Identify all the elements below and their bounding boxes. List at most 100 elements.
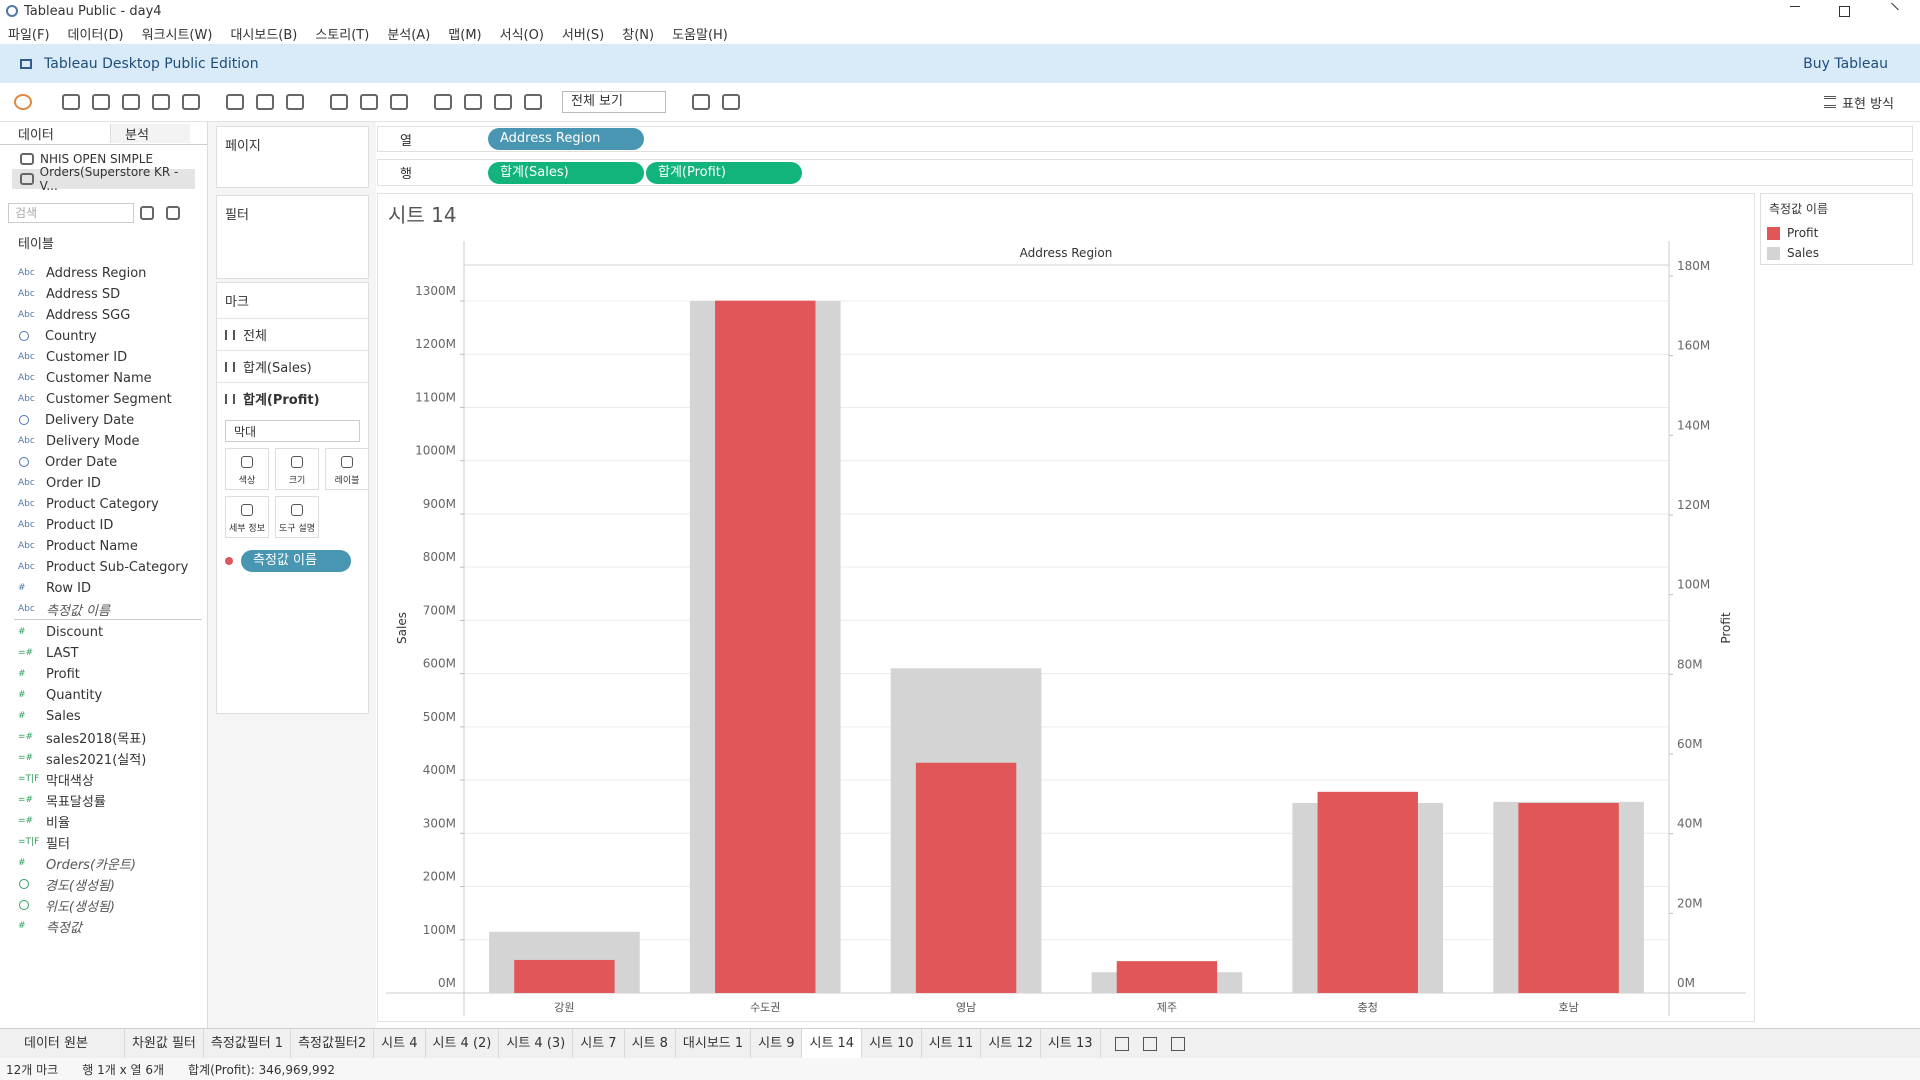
field[interactable]: Order Date [18,452,117,472]
menu-item[interactable]: 파일(F) [8,27,50,43]
field[interactable]: Abc Product Category [18,494,159,514]
field[interactable]: =# 목표달성률 [18,790,106,810]
sheet-tab[interactable]: 시트 9 [751,1029,803,1058]
search-box[interactable]: 검색 [8,203,134,223]
field[interactable]: # Row ID [18,578,91,598]
duplicate[interactable] [256,94,274,110]
legend-entry[interactable]: Sales [1761,243,1912,263]
field[interactable]: =T|F 막대색상 [18,769,94,789]
sheet-tab[interactable]: 시트 14 [802,1029,863,1058]
field[interactable]: Abc Customer ID [18,347,127,367]
new-datasource[interactable] [182,94,200,110]
sheet-tab[interactable]: 데이터 원본 [0,1029,125,1058]
field[interactable]: =T|F 필터 [18,832,70,852]
fit-dropdown[interactable]: 전체 보기 [562,91,666,113]
row-pill[interactable]: 합계(Profit) [646,161,802,184]
field[interactable]: # Orders(카운트) [18,853,136,873]
marks-layer[interactable]: 합계(Sales) [217,350,368,382]
field[interactable]: Abc Product Name [18,536,138,556]
field[interactable]: Abc Product Sub-Category [18,557,188,577]
save[interactable] [152,94,170,110]
field[interactable]: # 측정값 [18,916,82,936]
field[interactable]: Abc Address SD [18,284,120,304]
field[interactable]: # Sales [18,706,81,726]
sheet-tab[interactable]: 시트 10 [862,1029,922,1058]
sheet-tab[interactable]: 시트 4 [374,1029,426,1058]
field[interactable]: =# LAST [18,643,79,663]
field[interactable]: # Profit [18,664,80,684]
field[interactable]: 위도(생성됨) [18,895,115,915]
sheet-tab[interactable]: 시트 11 [922,1029,982,1058]
sheet-tab[interactable]: 시트 4 (2) [426,1029,500,1058]
field[interactable]: Abc Delivery Mode [18,431,140,451]
window-controls[interactable] [1770,2,1920,17]
menu-item[interactable]: 도움말(H) [672,27,728,43]
field[interactable]: Abc Customer Name [18,368,152,388]
sheet-tab[interactable]: 시트 7 [573,1029,625,1058]
sheet-tab[interactable]: 대시보드 1 [676,1029,752,1058]
new-dashboard-tab[interactable] [1142,1036,1157,1051]
field[interactable]: Abc Customer Segment [18,389,172,409]
field[interactable]: Abc Product ID [18,515,113,535]
close[interactable] [1891,2,1900,10]
datasource[interactable]: Orders(Superstore KR - V... [12,165,195,193]
clear[interactable] [286,94,304,110]
mark-button[interactable]: 레이블 [325,448,369,490]
buy-link[interactable]: Buy Tableau [1803,55,1888,72]
marks-layer[interactable]: 전체 [217,318,368,350]
sheet-tab[interactable]: 측정값필터2 [291,1029,375,1058]
data-tab[interactable]: 데이터 [18,127,54,143]
new-story-tab[interactable] [1170,1036,1185,1051]
field[interactable]: Abc Order ID [18,473,101,493]
analysis-tab[interactable]: 분석 [110,123,190,143]
menu-item[interactable]: 맵(M) [448,27,482,43]
sort-asc[interactable] [360,94,378,110]
menu-item[interactable]: 서버(S) [561,27,605,43]
sheet-tab[interactable]: 시트 8 [625,1029,676,1058]
group[interactable] [464,94,482,110]
legend-entry[interactable]: Profit [1761,223,1912,243]
mark-button[interactable]: 세부 정보 [225,496,269,538]
field[interactable]: 경도(생성됨) [18,874,115,894]
new-sheet[interactable] [226,94,244,110]
labels[interactable] [494,94,512,110]
highlight[interactable] [434,94,452,110]
menu-item[interactable]: 분석(A) [387,27,431,43]
mark-button[interactable]: 도구 설명 [275,496,319,538]
menu-item[interactable]: 대시보드(B) [230,27,298,43]
sheet-tab[interactable]: 시트 4 (3) [499,1029,574,1058]
field[interactable]: =# 비율 [18,811,70,831]
sheet-tab[interactable]: 시트 13 [1041,1029,1101,1058]
field[interactable]: =# sales2021(실적) [18,748,146,768]
field[interactable]: # Discount [18,622,103,642]
menu-item[interactable]: 창(N) [622,27,655,43]
mark-button[interactable]: 크기 [275,448,319,490]
replay[interactable] [122,94,140,110]
view-icon[interactable] [166,206,180,220]
filter-icon[interactable] [140,206,154,220]
menu-item[interactable]: 워크시트(W) [141,27,213,43]
menu-item[interactable]: 서식(O) [499,27,544,43]
sheet-tab[interactable]: 측정값필터 1 [204,1029,292,1058]
mark-type-dropdown[interactable]: 막대 [225,420,360,442]
field[interactable]: Abc Address SGG [18,305,130,325]
sheet-tab[interactable]: 차원값 필터 [125,1029,204,1058]
cards[interactable] [692,94,710,110]
field[interactable]: Abc Address Region [18,263,146,283]
tableau-icon[interactable] [14,94,32,110]
presentation[interactable] [722,94,740,110]
sort-desc[interactable] [390,94,408,110]
sheet-tab[interactable]: 시트 12 [981,1029,1041,1058]
menu-item[interactable]: 데이터(D) [67,27,124,43]
column-pill[interactable]: Address Region [488,128,644,150]
datasource[interactable]: NHIS OPEN SIMPLE [0,149,207,169]
menu-item[interactable]: 스토리(T) [315,27,370,43]
new-sheet-tab[interactable] [1114,1036,1129,1051]
color-pill[interactable]: 측정값 이름 [241,550,351,572]
marks-layer[interactable]: 합계(Profit) [217,382,368,414]
field[interactable]: Abc 측정값 이름 [18,599,110,619]
field[interactable]: =# sales2018(목표) [18,727,146,747]
field[interactable]: # Quantity [18,685,102,705]
redo[interactable] [92,94,110,110]
minimize[interactable] [1789,5,1800,17]
